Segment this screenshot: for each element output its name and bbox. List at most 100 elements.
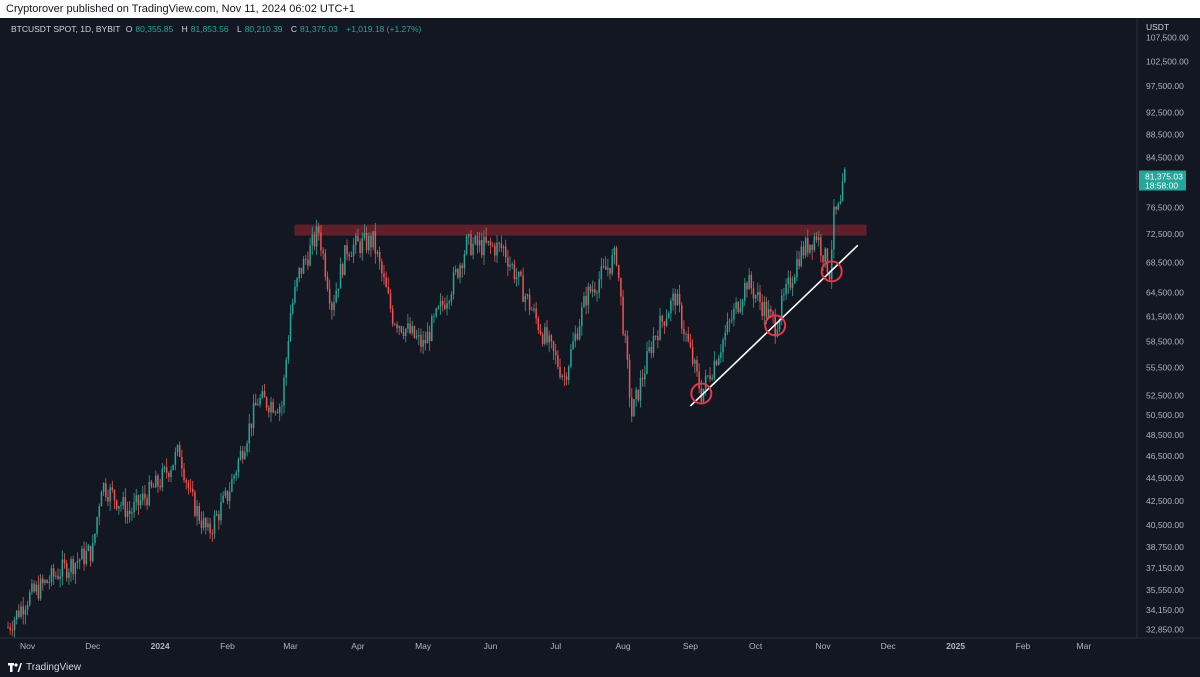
candle-body	[748, 274, 750, 290]
candle-body	[220, 502, 222, 521]
candle-body	[820, 237, 822, 256]
candle-body	[520, 271, 522, 276]
candle-body	[628, 360, 631, 398]
candle-body	[728, 320, 731, 322]
candle-body	[428, 331, 431, 341]
candle-body	[635, 389, 637, 400]
chart-area[interactable]: USDT 107,500.00 102,500.00 97,500.00 92,500.…	[0, 18, 1200, 658]
tradingview-brand[interactable]: TradingView	[8, 658, 81, 677]
candle-body	[246, 443, 248, 453]
candle-body	[404, 328, 407, 337]
candle-body	[444, 304, 446, 309]
candle-body	[70, 559, 72, 573]
candle-body	[348, 254, 350, 257]
candle-body	[559, 367, 561, 378]
candle-body	[307, 259, 309, 266]
candle-body	[474, 236, 477, 244]
candle-body	[385, 277, 387, 288]
time-tick-label: Jun	[484, 641, 498, 651]
candle-body	[826, 248, 829, 273]
low-highlight-circle	[690, 382, 713, 405]
candle-body	[50, 568, 53, 582]
price-tick-label: 88,500.00	[1146, 130, 1184, 140]
candle-body	[94, 533, 96, 543]
candle-body	[33, 583, 35, 592]
candle-body	[535, 308, 537, 319]
price-axis-bg	[1137, 18, 1200, 658]
candle-body	[459, 265, 461, 278]
candle-body	[265, 397, 268, 408]
candle-body	[780, 295, 783, 319]
candle-body	[541, 334, 544, 344]
time-tick-label: Feb	[220, 641, 235, 651]
candle-body	[304, 259, 307, 260]
candle-body	[228, 491, 231, 501]
candle-body	[522, 275, 524, 302]
candle-body	[92, 542, 94, 562]
candle-body	[574, 333, 577, 342]
candle-body	[100, 491, 103, 507]
price-tick-label: 84,500.00	[1146, 153, 1184, 163]
price-tick-label: 107,500.00	[1146, 32, 1189, 42]
candle-body	[141, 493, 144, 501]
candle-body	[46, 580, 48, 583]
candle-body	[550, 335, 553, 342]
candle-body	[817, 237, 820, 240]
candle-body	[418, 335, 420, 337]
candle-body	[370, 235, 372, 248]
candle-body	[268, 407, 270, 413]
candle-body	[248, 423, 251, 444]
candle-body	[796, 259, 798, 277]
candle-body	[654, 336, 657, 337]
publish-banner: Cryptorover published on TradingView.com…	[0, 0, 1200, 18]
candle-body	[76, 561, 79, 563]
candle-body	[598, 279, 600, 293]
candle-body	[311, 234, 314, 246]
candle-body	[337, 288, 340, 291]
candle-body	[609, 267, 611, 274]
candle-body	[102, 483, 105, 492]
candle-body	[776, 329, 779, 337]
candle-body	[611, 255, 613, 274]
candle-body	[224, 490, 227, 496]
price-tick-label: 48,500.00	[1146, 430, 1184, 440]
time-tick-label: Apr	[351, 641, 364, 651]
candle-body	[517, 271, 520, 278]
candle-body	[113, 490, 116, 501]
candle-body	[59, 576, 61, 579]
candle-body	[187, 482, 190, 489]
candle-body	[178, 445, 181, 457]
price-tick-label: 46,500.00	[1146, 451, 1184, 461]
candle-body	[211, 533, 214, 534]
brand-name: TradingView	[26, 662, 82, 673]
tradingview-logo-icon	[8, 663, 22, 672]
price-tick-label: 64,500.00	[1146, 288, 1184, 298]
candle-body	[296, 278, 298, 287]
candle-body	[263, 391, 266, 398]
candle-body	[465, 236, 468, 254]
open-value: 80,355.85	[135, 24, 174, 34]
price-tick-label: 50,500.00	[1146, 410, 1184, 420]
candle-body	[591, 289, 594, 292]
candle-body	[300, 267, 303, 274]
candle-body	[583, 296, 585, 308]
candle-body	[767, 309, 770, 318]
candle-body	[524, 296, 527, 302]
candle-body	[587, 286, 590, 306]
candle-body	[209, 523, 211, 534]
candle-body	[61, 559, 64, 577]
candle-body	[691, 346, 694, 364]
candle-body	[205, 518, 207, 528]
candle-body	[24, 609, 27, 615]
time-tick-label: Jul	[550, 641, 561, 651]
candle-body	[489, 241, 492, 246]
candle-body	[181, 456, 183, 469]
candle-body	[472, 243, 474, 255]
candle-body	[78, 559, 81, 562]
candle-body	[833, 206, 835, 250]
time-axis[interactable]: Nov Dec 2024 Feb Mar Apr May Jun Jul Aug Sep Oct Nov…	[0, 637, 1200, 651]
candle-body	[674, 293, 676, 306]
change-value: +1,019.18 (+1.27%)	[346, 24, 422, 34]
